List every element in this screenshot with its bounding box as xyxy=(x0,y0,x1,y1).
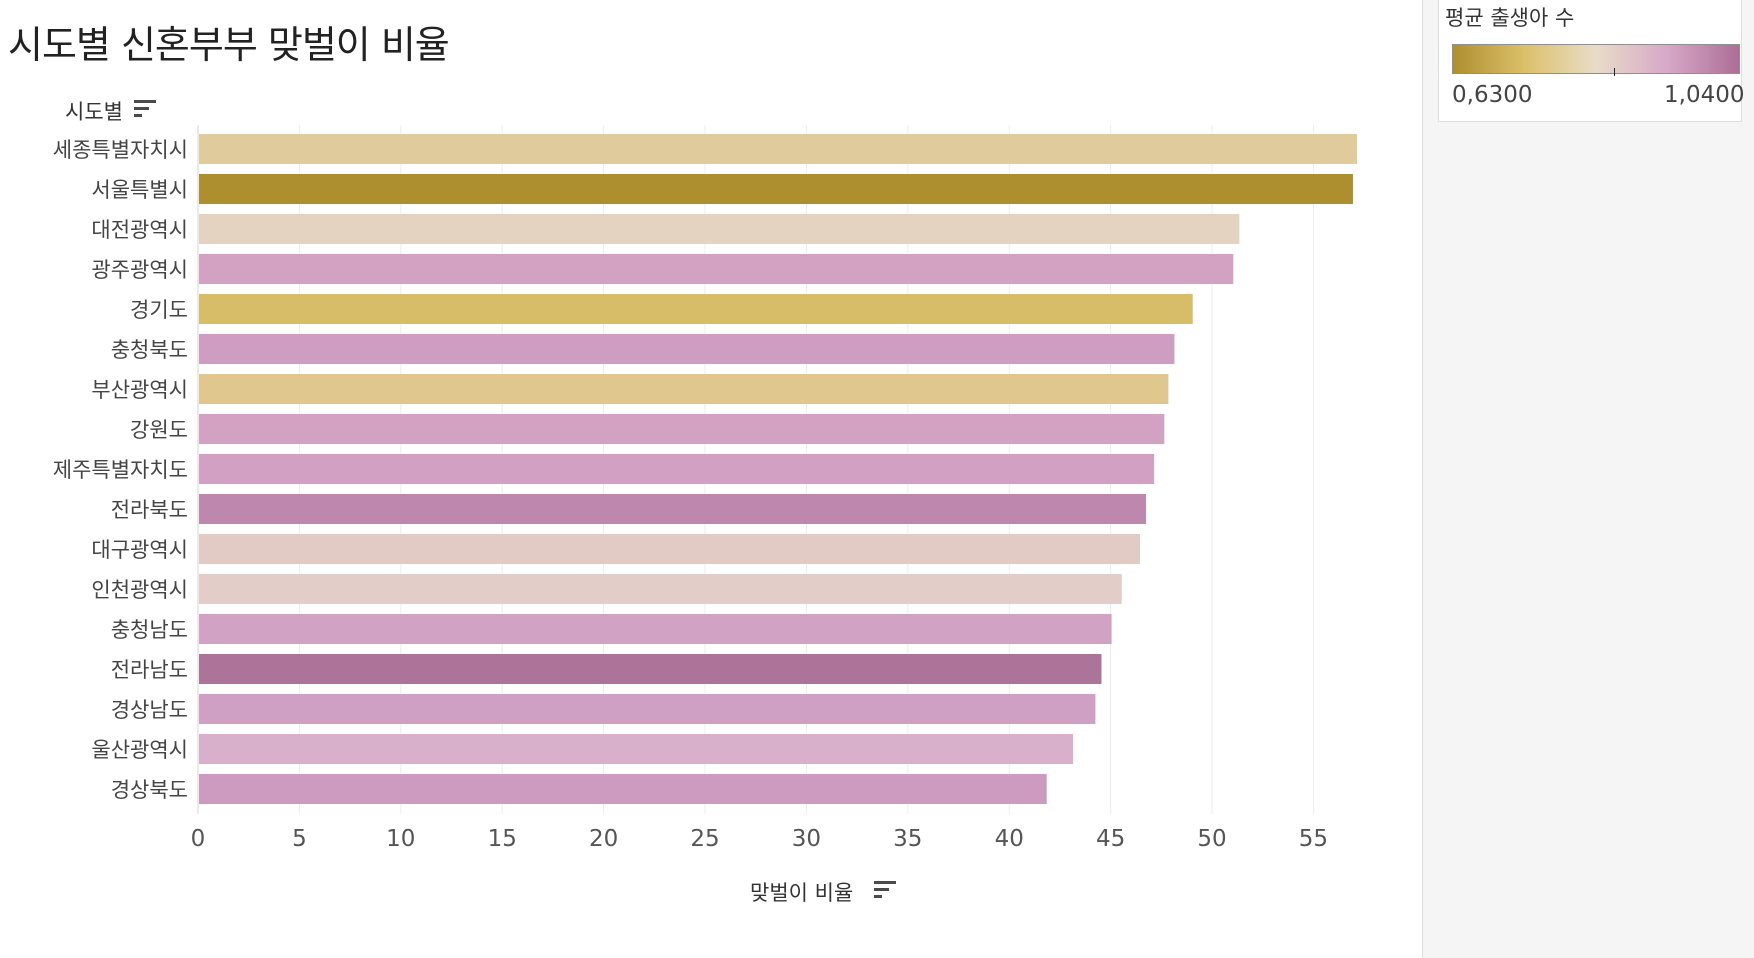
x-tick-label: 30 xyxy=(792,826,821,852)
bar-6[interactable] xyxy=(199,334,1175,364)
chart-title: 시도별 신혼부부 맞벌이 비율 xyxy=(8,23,450,67)
x-tick-label: 15 xyxy=(488,826,517,852)
bar-5[interactable] xyxy=(199,294,1193,324)
category-label: 경상북도 xyxy=(111,778,188,802)
category-label: 전라남도 xyxy=(111,658,188,682)
category-label: 울산광역시 xyxy=(91,738,188,762)
x-tick-label: 5 xyxy=(292,826,307,852)
x-tick-labels: 0 5 10 15 20 25 30 35 40 45 50 55 xyxy=(191,826,1328,852)
category-label: 충청북도 xyxy=(111,338,188,362)
category-label: 충청남도 xyxy=(111,618,188,642)
bar-15[interactable] xyxy=(199,694,1096,724)
bar-4[interactable] xyxy=(199,254,1234,284)
x-tick-label: 10 xyxy=(386,826,415,852)
value-sort-icon[interactable] xyxy=(874,881,896,898)
bar-chart: 세종특별자치시서울특별시대전광역시광주광역시경기도충청북도부산광역시강원도제주특… xyxy=(53,100,1357,905)
category-label: 서울특별시 xyxy=(91,178,188,202)
value-axis-title: 맞벌이 비율 xyxy=(750,881,853,905)
category-label: 부산광역시 xyxy=(91,378,188,402)
category-label: 광주광역시 xyxy=(91,258,188,282)
bars xyxy=(199,134,1357,804)
x-tick-label: 40 xyxy=(995,826,1024,852)
bar-11[interactable] xyxy=(199,534,1141,564)
category-label: 세종특별자치시 xyxy=(53,138,188,162)
category-label: 강원도 xyxy=(130,418,188,442)
legend-max-label: 1,0400 xyxy=(1664,82,1745,108)
x-tick-label: 0 xyxy=(191,826,206,852)
bar-14[interactable] xyxy=(199,654,1102,684)
legend-title: 평균 출생아 수 xyxy=(1445,6,1575,30)
category-label: 전라북도 xyxy=(111,498,188,522)
bar-10[interactable] xyxy=(199,494,1147,524)
bar-2[interactable] xyxy=(199,174,1353,204)
category-axis-title: 시도별 xyxy=(65,100,123,124)
legend-min-label: 0,6300 xyxy=(1452,82,1533,108)
bar-17[interactable] xyxy=(199,774,1047,804)
x-tick-label: 35 xyxy=(893,826,922,852)
bar-3[interactable] xyxy=(199,214,1240,244)
x-tick-label: 45 xyxy=(1096,826,1125,852)
bar-7[interactable] xyxy=(199,374,1169,404)
x-tick-label: 25 xyxy=(690,826,719,852)
x-tick-label: 50 xyxy=(1197,826,1226,852)
category-label: 대구광역시 xyxy=(91,538,188,562)
bar-12[interactable] xyxy=(199,574,1122,604)
legend-color-ramp[interactable] xyxy=(1452,44,1740,74)
category-label: 경상남도 xyxy=(111,698,188,722)
category-labels: 세종특별자치시서울특별시대전광역시광주광역시경기도충청북도부산광역시강원도제주특… xyxy=(53,138,188,802)
legend-marker xyxy=(1613,68,1615,76)
category-label: 경기도 xyxy=(130,298,188,322)
category-sort-icon[interactable] xyxy=(134,100,156,117)
bar-9[interactable] xyxy=(199,454,1155,484)
bar-16[interactable] xyxy=(199,734,1074,764)
category-label: 인천광역시 xyxy=(91,578,188,602)
bar-8[interactable] xyxy=(199,414,1165,444)
bar-1[interactable] xyxy=(199,134,1357,164)
category-label: 대전광역시 xyxy=(91,218,188,242)
side-panel xyxy=(1422,0,1754,958)
x-tick-label: 20 xyxy=(589,826,618,852)
x-tick-label: 55 xyxy=(1299,826,1328,852)
category-label: 제주특별자치도 xyxy=(53,458,188,482)
bar-13[interactable] xyxy=(199,614,1112,644)
